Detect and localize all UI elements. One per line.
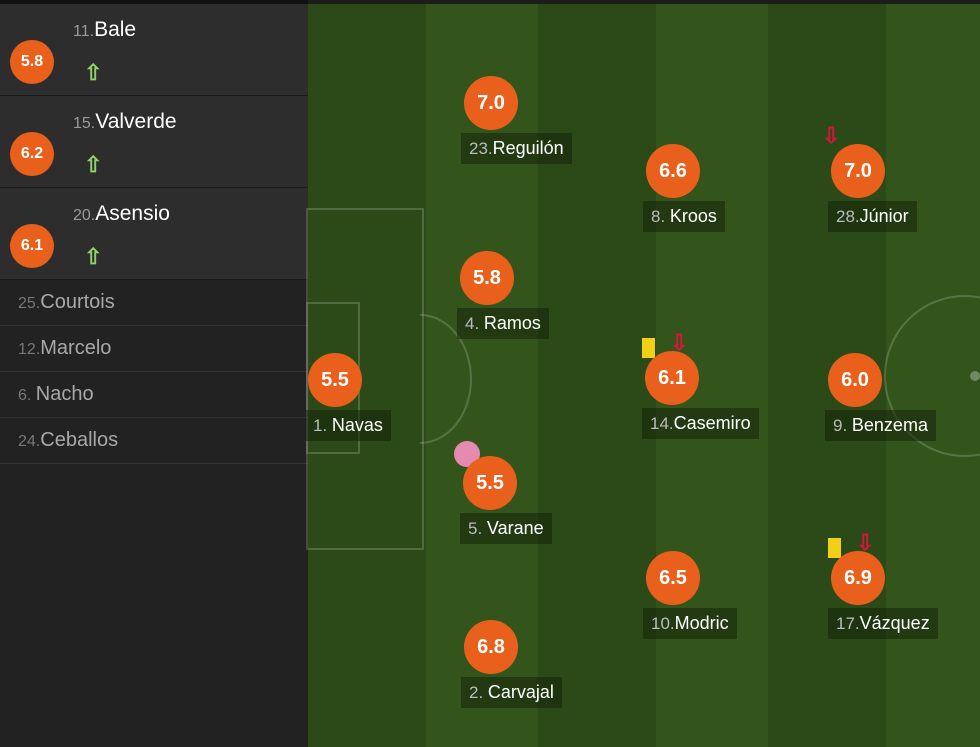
shirt-number: 20. <box>73 207 96 224</box>
player-name: Benzema <box>851 415 928 435</box>
player-name: Valverde <box>95 110 177 133</box>
shirt-number: 2. <box>469 683 488 702</box>
rating-badge: 6.2 <box>10 132 54 176</box>
shirt-number: 12. <box>18 341 41 358</box>
sub-off-arrow-icon: ⇩ <box>670 330 689 355</box>
center-spot <box>970 371 980 381</box>
substitute-row[interactable]: 6.2 15.Valverde ⇧ <box>0 96 308 188</box>
shirt-number: 24. <box>18 433 41 450</box>
yellow-card-icon <box>828 538 841 558</box>
shirt-number: 23. <box>469 139 493 158</box>
player-name: Modric <box>674 613 729 633</box>
player-name: Reguilón <box>492 138 564 158</box>
player-name: Ramos <box>483 313 541 333</box>
shirt-number: 11. <box>73 23 95 40</box>
player-name: Vázquez <box>859 613 930 633</box>
player-name: Júnior <box>859 206 909 226</box>
shirt-number: 9. <box>833 416 852 435</box>
rating-badge: 7.0 <box>831 144 885 198</box>
sub-off-arrow-icon: ⇩ <box>822 123 841 148</box>
rating-badge: 6.1 <box>10 224 54 268</box>
bench-player[interactable]: 12.Marcelo <box>0 326 308 372</box>
substitutes-panel: 5.8 11.Bale ⇧ 6.2 15.Valverde ⇧ 6.1 20.A… <box>0 0 308 747</box>
substitute-row[interactable]: 5.8 11.Bale ⇧ <box>0 4 308 96</box>
player-name: Varane <box>486 518 544 538</box>
shirt-number: 10. <box>651 614 675 633</box>
rating-badge: 5.8 <box>460 251 514 305</box>
sub-off-arrow-icon: ⇩ <box>856 530 875 555</box>
rating-badge: 6.8 <box>464 620 518 674</box>
player-name: Casemiro <box>673 413 751 433</box>
player-name: Bale <box>94 18 137 41</box>
center-circle <box>884 295 980 457</box>
rating-badge: 6.9 <box>831 551 885 605</box>
player-name: Courtois <box>40 291 115 313</box>
player-name: Navas <box>331 415 383 435</box>
shirt-number: 1. <box>313 416 332 435</box>
rating-badge: 6.1 <box>645 351 699 405</box>
rating-badge: 5.5 <box>463 456 517 510</box>
sub-in-arrow-icon: ⇧ <box>84 60 103 85</box>
player-name: Carvajal <box>487 682 554 702</box>
shirt-number: 25. <box>18 295 41 312</box>
bench-player[interactable]: 6. Nacho <box>0 372 308 418</box>
shirt-number: 4. <box>465 314 484 333</box>
shirt-number: 8. <box>651 207 670 226</box>
shirt-number: 14. <box>650 414 674 433</box>
bench-player[interactable]: 25.Courtois <box>0 280 308 326</box>
yellow-card-icon <box>642 338 655 358</box>
bench-player[interactable]: 24.Ceballos <box>0 418 308 464</box>
shirt-number: 15. <box>73 115 96 132</box>
rating-badge: 6.6 <box>646 144 700 198</box>
rating-badge: 5.8 <box>10 40 54 84</box>
player-name: Marcelo <box>40 337 112 359</box>
substitute-row[interactable]: 6.1 20.Asensio ⇧ <box>0 188 308 280</box>
shirt-number: 28. <box>836 207 860 226</box>
player-name: Ceballos <box>40 429 119 451</box>
rating-badge: 7.0 <box>464 76 518 130</box>
shirt-number: 17. <box>836 614 860 633</box>
sub-in-arrow-icon: ⇧ <box>84 244 103 269</box>
rating-badge: 5.5 <box>308 353 362 407</box>
shirt-number: 5. <box>468 519 487 538</box>
player-name: Asensio <box>95 202 170 225</box>
rating-badge: 6.5 <box>646 551 700 605</box>
rating-badge: 6.0 <box>828 353 882 407</box>
pitch: 5.5 1. Navas 7.0 23.Reguilón 5.8 4. Ramo… <box>305 4 980 747</box>
sub-in-arrow-icon: ⇧ <box>84 152 103 177</box>
shirt-number: 6. <box>18 387 36 404</box>
player-name: Nacho <box>35 383 94 405</box>
player-name: Kroos <box>669 206 717 226</box>
